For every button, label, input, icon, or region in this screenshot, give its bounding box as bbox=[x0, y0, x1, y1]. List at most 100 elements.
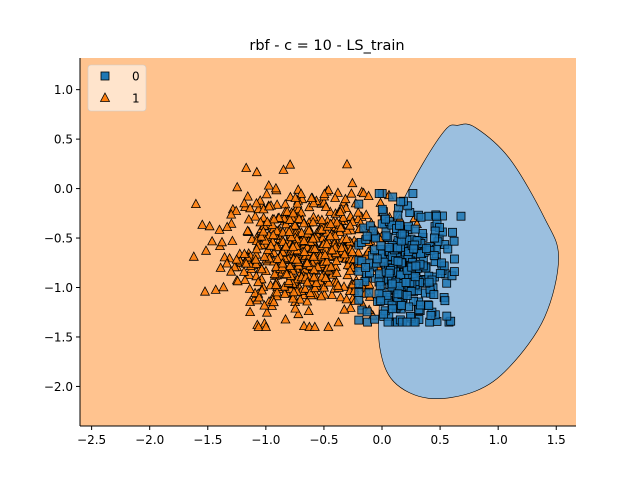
data-point-class-1 bbox=[227, 235, 238, 245]
data-point-class-1 bbox=[226, 218, 237, 228]
data-point-class-1 bbox=[303, 305, 314, 316]
data-point-class-1 bbox=[207, 235, 218, 246]
data-point-class-1 bbox=[232, 275, 243, 286]
data-point-class-0 bbox=[402, 291, 412, 300]
data-point-class-0 bbox=[354, 315, 364, 325]
data-point-class-0 bbox=[354, 279, 364, 289]
legend-marker-square bbox=[100, 71, 110, 81]
data-point-class-1 bbox=[320, 272, 331, 282]
data-point-class-1 bbox=[272, 253, 283, 263]
data-point-class-0 bbox=[449, 254, 459, 264]
data-point-class-1 bbox=[200, 245, 212, 255]
data-point-class-1 bbox=[353, 207, 364, 217]
data-point-class-0 bbox=[354, 199, 364, 209]
data-point-class-1 bbox=[204, 220, 215, 231]
data-point-class-1 bbox=[290, 192, 301, 202]
data-point-class-1 bbox=[270, 279, 281, 289]
data-point-class-1 bbox=[339, 304, 350, 314]
data-point-class-1 bbox=[231, 205, 242, 215]
data-point-class-0 bbox=[364, 288, 374, 298]
data-point-class-0 bbox=[361, 263, 371, 272]
x-tick-label: 0.5 bbox=[431, 433, 450, 447]
data-point-class-0 bbox=[393, 256, 403, 266]
data-point-class-1 bbox=[245, 202, 256, 213]
data-point-class-0 bbox=[449, 236, 459, 246]
data-point-class-1 bbox=[284, 226, 295, 236]
data-point-class-1 bbox=[336, 242, 347, 252]
y-tick-label: −2.0 bbox=[44, 380, 73, 394]
data-point-class-1 bbox=[302, 257, 313, 268]
x-axis: −2.5 −2.0 −1.5 −1.0 −0.5 0.0 0.5 1.0 1.5 bbox=[77, 426, 566, 447]
data-point-class-1 bbox=[288, 207, 299, 218]
data-point-class-1 bbox=[289, 220, 300, 230]
data-point-class-1 bbox=[311, 277, 322, 287]
data-point-class-1 bbox=[216, 236, 228, 247]
data-point-class-1 bbox=[303, 224, 315, 235]
data-point-class-0 bbox=[429, 290, 439, 300]
data-point-class-1 bbox=[244, 283, 255, 293]
data-point-class-1 bbox=[256, 284, 268, 295]
data-point-class-1 bbox=[269, 268, 280, 279]
data-point-class-1 bbox=[309, 243, 320, 253]
x-tick-label: −1.0 bbox=[251, 433, 280, 447]
data-point-class-1 bbox=[272, 286, 283, 297]
x-tick-label: 0.0 bbox=[372, 433, 391, 447]
x-tick-label: −1.5 bbox=[193, 433, 222, 447]
data-point-class-1 bbox=[281, 268, 292, 279]
y-tick-label: −1.0 bbox=[44, 281, 73, 295]
data-point-class-1 bbox=[296, 227, 307, 237]
data-point-class-1 bbox=[250, 211, 261, 221]
data-point-class-1 bbox=[323, 184, 334, 195]
data-point-class-1 bbox=[299, 246, 310, 256]
data-point-class-1 bbox=[318, 282, 330, 292]
data-point-class-1 bbox=[361, 209, 372, 219]
data-point-class-1 bbox=[344, 265, 356, 275]
data-point-class-1 bbox=[268, 296, 279, 307]
data-point-class-1 bbox=[239, 274, 251, 285]
data-point-class-1 bbox=[305, 287, 316, 297]
data-point-class-0 bbox=[443, 244, 453, 254]
data-point-class-0 bbox=[448, 227, 457, 237]
data-point-class-0 bbox=[372, 254, 382, 264]
data-point-class-1 bbox=[238, 266, 250, 276]
data-point-class-1 bbox=[256, 231, 267, 241]
data-point-class-1 bbox=[309, 282, 321, 293]
y-tick-label: 1.0 bbox=[54, 83, 73, 97]
data-point-class-1 bbox=[210, 284, 221, 294]
data-point-class-0 bbox=[396, 197, 406, 207]
data-point-class-1 bbox=[270, 182, 281, 193]
data-point-class-1 bbox=[327, 244, 338, 255]
data-point-class-1 bbox=[347, 246, 358, 256]
data-point-class-1 bbox=[239, 197, 250, 208]
data-point-class-0 bbox=[429, 233, 439, 243]
data-point-class-1 bbox=[251, 197, 262, 208]
data-point-class-1 bbox=[241, 162, 252, 172]
data-point-class-0 bbox=[384, 243, 394, 253]
data-point-class-0 bbox=[429, 250, 439, 260]
data-point-class-1 bbox=[290, 303, 301, 313]
data-point-class-1 bbox=[251, 166, 262, 177]
data-point-class-1 bbox=[325, 206, 336, 216]
data-point-class-0 bbox=[401, 278, 411, 287]
data-point-class-0 bbox=[368, 226, 378, 236]
data-point-class-0 bbox=[436, 258, 446, 268]
y-tick-label: 0.5 bbox=[54, 133, 73, 147]
data-point-class-1 bbox=[323, 321, 334, 331]
data-point-class-0 bbox=[411, 261, 421, 271]
data-point-class-1 bbox=[285, 159, 296, 169]
data-point-class-0 bbox=[379, 309, 389, 319]
data-point-class-0 bbox=[416, 212, 426, 222]
data-point-class-0 bbox=[384, 268, 394, 278]
data-point-class-1 bbox=[319, 188, 330, 199]
data-point-class-1 bbox=[261, 307, 272, 317]
data-point-class-1 bbox=[261, 188, 272, 199]
data-point-class-1 bbox=[250, 254, 261, 264]
data-point-class-0 bbox=[416, 249, 426, 259]
data-point-class-0 bbox=[415, 300, 425, 310]
data-point-class-1 bbox=[326, 289, 338, 299]
data-point-class-1 bbox=[291, 254, 302, 264]
data-point-class-1 bbox=[340, 193, 351, 204]
data-point-class-0 bbox=[388, 304, 397, 314]
data-point-class-0 bbox=[374, 189, 384, 198]
